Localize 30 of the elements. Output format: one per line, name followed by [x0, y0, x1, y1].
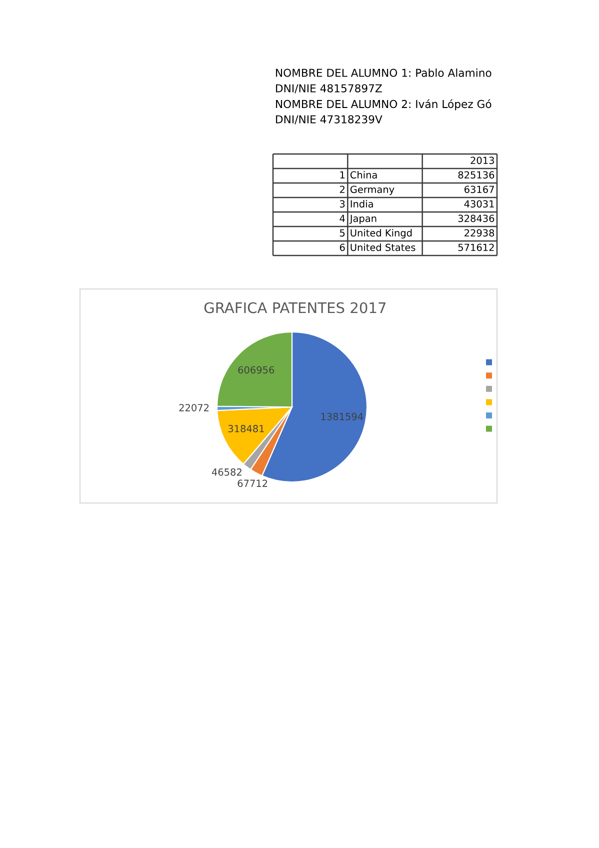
text: NOMBRE DEL ALUMNO 2: Iván López Gó	[276, 99, 492, 110]
y2-tick-label: China	[350, 171, 377, 179]
data-label: 318481	[228, 424, 264, 432]
data-label: 67712	[238, 480, 268, 487]
data-label: 606956	[238, 366, 274, 374]
data-label: 46582	[212, 468, 242, 476]
x-tick-label: 2013	[470, 156, 494, 164]
y2-tick-label: Germany	[350, 186, 394, 195]
text: NOMBRE DEL ALUMNO 1: Pablo Alamino	[276, 68, 492, 77]
y-tick-label: 6	[340, 244, 345, 252]
data-label: 328436	[458, 214, 494, 222]
data-label: 22072	[179, 404, 209, 412]
y-tick-label: 4	[340, 214, 345, 222]
y-tick-label: 3	[340, 200, 345, 208]
text: DNI/NIE 48157897Z	[276, 84, 382, 94]
data-label: 22938	[464, 229, 494, 237]
y-tick-label: 5	[340, 229, 345, 237]
y2-tick-label: United Kingd	[350, 229, 412, 238]
data-label: 1381594	[321, 412, 364, 420]
text: DNI/NIE 47318239V	[276, 115, 382, 124]
data-label: 825136	[458, 171, 494, 179]
data-label: 43031	[464, 200, 494, 208]
y2-tick-label: India	[350, 200, 373, 208]
y-tick-label: 1	[340, 171, 345, 178]
data-label: 63167	[464, 186, 494, 194]
y-tick-label: 2	[340, 186, 344, 193]
y2-tick-label: United States	[350, 244, 416, 252]
y2-tick-label: Japan	[349, 214, 376, 224]
chart-title: GRAFICA PATENTES 2017	[204, 302, 386, 314]
data-label: 571612	[458, 244, 494, 252]
